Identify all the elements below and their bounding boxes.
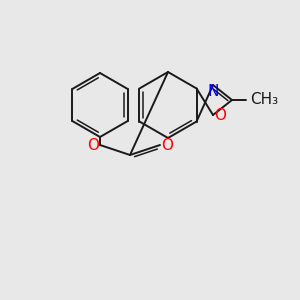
Text: O: O <box>161 137 173 152</box>
Text: N: N <box>207 85 219 100</box>
Text: O: O <box>214 107 226 122</box>
Text: O: O <box>87 137 99 152</box>
Text: CH₃: CH₃ <box>250 92 278 107</box>
